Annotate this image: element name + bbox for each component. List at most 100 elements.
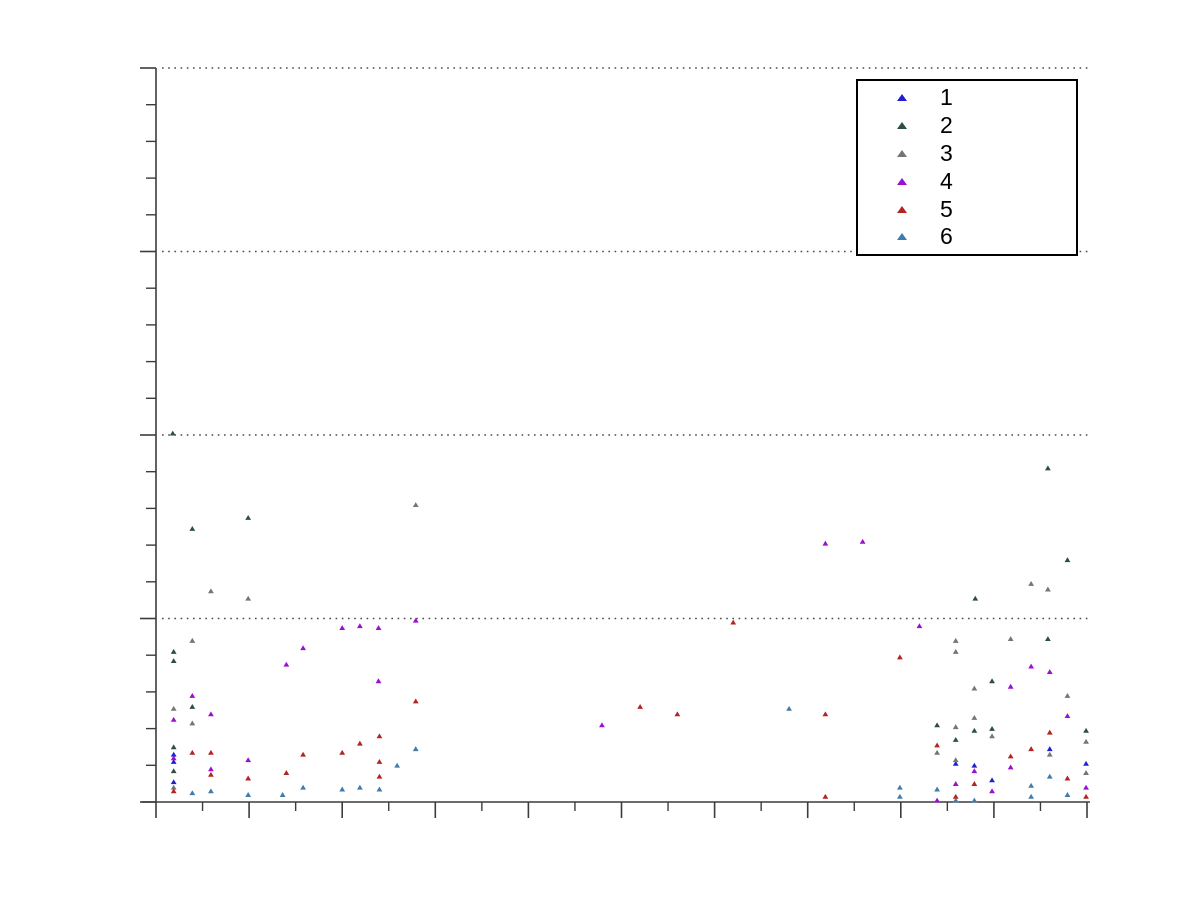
scatter-point-series-6 <box>896 784 903 790</box>
scatter-point-series-6 <box>1064 792 1071 797</box>
scatter-point-series-5 <box>376 733 383 739</box>
scatter-point-series-1 <box>989 777 995 783</box>
legend-label: 4 <box>940 167 953 194</box>
scatter-point-series-3 <box>170 784 177 790</box>
scatter-point-series-2 <box>189 525 196 531</box>
scatter-point-series-3 <box>189 637 196 643</box>
scatter-point-series-5 <box>376 773 383 779</box>
legend-item-1: 1 <box>858 84 1076 112</box>
scatter-point-series-3 <box>952 724 959 730</box>
scatter-point-series-4 <box>1007 683 1014 689</box>
scatter-point-series-6 <box>189 790 196 796</box>
scatter-point-series-1 <box>952 760 959 766</box>
scatter-point-series-3 <box>189 720 196 726</box>
scatter-point-series-3 <box>1046 751 1053 757</box>
scatter-point-series-6 <box>1028 782 1035 788</box>
legend-label: 1 <box>940 84 953 111</box>
scatter-point-series-5 <box>1046 729 1053 735</box>
scatter-point-series-4 <box>283 661 290 667</box>
triangle-marker-icon <box>897 122 907 130</box>
scatter-point-series-5 <box>674 711 681 717</box>
legend: 1 2 3 4 5 6 <box>856 79 1078 256</box>
scatter-point-series-2 <box>952 737 959 742</box>
scatter-point-series-2 <box>934 722 941 728</box>
scatter-point-series-4 <box>170 716 177 722</box>
scatter-point-series-2 <box>989 678 995 684</box>
scatter-point-series-6 <box>376 786 383 792</box>
scatter-point-series-3 <box>971 685 978 691</box>
scatter-point-series-5 <box>896 654 903 660</box>
legend-item-6: 6 <box>858 223 1076 251</box>
triangle-marker-icon <box>897 205 907 213</box>
scatter-point-series-2 <box>170 768 177 774</box>
legend-item-3: 3 <box>858 140 1076 168</box>
scatter-point-series-3 <box>1007 636 1014 641</box>
scatter-point-series-2 <box>1064 557 1071 563</box>
scatter-point-series-4 <box>952 781 959 786</box>
scatter-point-series-4 <box>1046 669 1053 675</box>
scatter-point-series-3 <box>245 595 252 601</box>
scatter-point-series-2 <box>170 648 177 654</box>
scatter-point-series-5 <box>1064 775 1071 781</box>
scatter-point-series-4 <box>859 538 866 544</box>
scatter-point-series-6 <box>971 797 978 803</box>
scatter-point-series-4 <box>245 757 252 763</box>
scatter-point-series-3 <box>412 502 419 508</box>
scatter-point-series-5 <box>822 711 829 717</box>
scatter-point-series-2 <box>989 726 995 731</box>
scatter-point-series-4 <box>375 625 382 630</box>
scatter-point-series-6 <box>786 705 792 711</box>
scatter-point-series-5 <box>300 751 306 757</box>
legend-label: 2 <box>940 112 953 139</box>
scatter-point-series-5 <box>952 793 959 799</box>
legend-label: 5 <box>940 195 953 222</box>
scatter-point-series-6 <box>934 786 941 792</box>
scatter-point-series-6 <box>394 762 401 768</box>
scatter-point-series-6 <box>1028 793 1035 799</box>
scatter-point-series-2 <box>170 744 177 750</box>
scatter-point-series-5 <box>934 742 941 748</box>
scatter-point-series-5 <box>730 619 737 625</box>
scatter-point-series-6 <box>279 792 286 797</box>
scatter-point-series-4 <box>916 623 923 629</box>
scatter-point-series-3 <box>971 714 978 720</box>
scatter-point-series-4 <box>375 678 382 684</box>
scatter-point-series-5 <box>208 771 214 777</box>
scatter-point-series-2 <box>170 658 177 664</box>
scatter-point-series-3 <box>934 749 941 755</box>
scatter-point-series-2 <box>1044 636 1051 641</box>
scatter-point-series-3 <box>1083 770 1089 775</box>
scatter-point-series-1 <box>1046 746 1053 752</box>
scatter-point-series-4 <box>822 540 829 546</box>
scatter-point-series-2 <box>1044 465 1051 471</box>
scatter-point-series-4 <box>1028 663 1035 669</box>
triangle-marker-icon <box>897 177 907 185</box>
scatter-point-series-3 <box>1083 738 1089 744</box>
scatter-point-series-6 <box>339 786 346 792</box>
triangle-marker-icon <box>897 233 907 241</box>
scatter-point-series-4 <box>934 797 941 803</box>
scatter-point-series-5 <box>1028 746 1035 752</box>
scatter-point-series-6 <box>1046 773 1053 779</box>
scatter-point-series-3 <box>1044 586 1051 592</box>
scatter-point-series-2 <box>972 595 979 601</box>
scatter-point-series-3 <box>1028 581 1035 586</box>
triangle-marker-icon <box>897 149 907 157</box>
scatter-point-series-4 <box>989 788 995 794</box>
scatter-point-series-5 <box>208 749 214 755</box>
scatter-point-series-6 <box>208 788 214 794</box>
scatter-point-series-2 <box>189 703 196 709</box>
scatter-point-series-4 <box>412 617 419 623</box>
scatter-point-series-5 <box>1083 793 1089 799</box>
triangle-marker-icon <box>897 94 907 102</box>
scatter-point-series-4 <box>339 625 346 630</box>
legend-label: 6 <box>940 223 953 250</box>
scatter-point-series-5 <box>189 749 196 755</box>
scatter-point-series-3 <box>952 648 959 654</box>
scatter-point-series-2 <box>1083 727 1089 733</box>
scatter-point-series-5 <box>637 703 644 709</box>
scatter-point-series-6 <box>952 797 959 803</box>
scatter-point-series-3 <box>952 637 959 643</box>
scatter-point-series-2 <box>245 514 252 520</box>
